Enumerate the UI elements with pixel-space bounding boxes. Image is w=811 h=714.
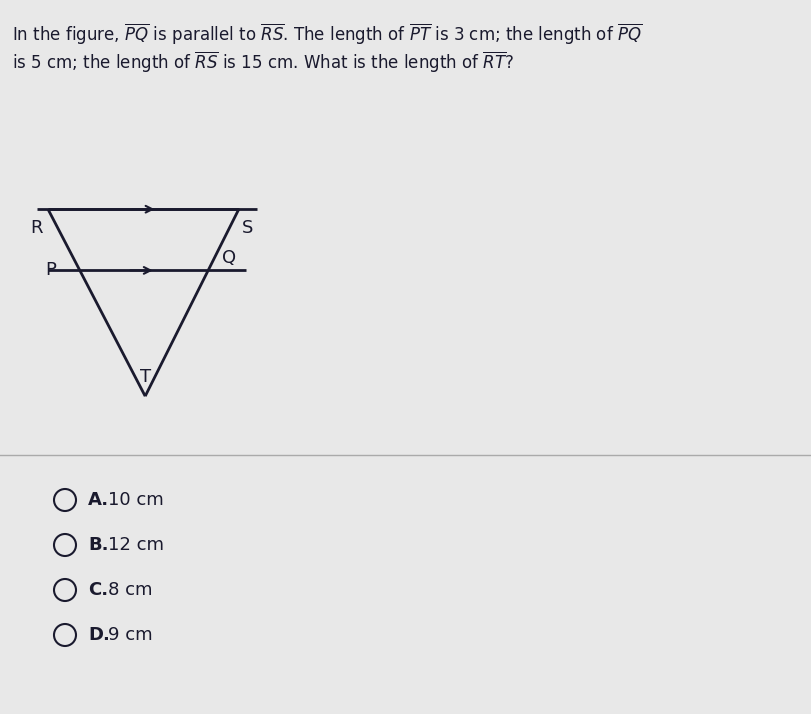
Text: 8 cm: 8 cm: [108, 581, 152, 599]
Text: R: R: [31, 219, 43, 237]
Text: T: T: [139, 368, 151, 386]
Text: 9 cm: 9 cm: [108, 626, 152, 644]
Text: D.: D.: [88, 626, 109, 644]
Text: 12 cm: 12 cm: [108, 536, 164, 554]
Text: Q: Q: [222, 249, 236, 268]
Text: B.: B.: [88, 536, 109, 554]
Text: is 5 cm; the length of $\overline{RS}$ is 15 cm. What is the length of $\overlin: is 5 cm; the length of $\overline{RS}$ i…: [12, 50, 514, 75]
Text: A.: A.: [88, 491, 109, 509]
Text: S: S: [242, 219, 253, 237]
Text: 10 cm: 10 cm: [108, 491, 164, 509]
Text: In the figure, $\overline{PQ}$ is parallel to $\overline{RS}$. The length of $\o: In the figure, $\overline{PQ}$ is parall…: [12, 22, 642, 47]
Text: P: P: [45, 261, 56, 279]
Text: C.: C.: [88, 581, 108, 599]
